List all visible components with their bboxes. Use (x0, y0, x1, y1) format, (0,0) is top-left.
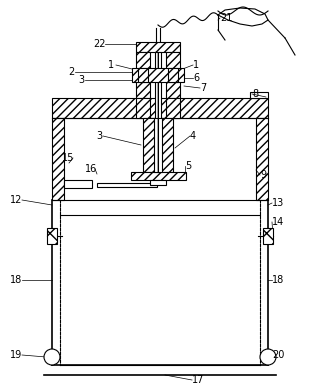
Bar (168, 68, 178, 82)
Bar (97, 183, 157, 187)
Bar (250, 92, 268, 98)
Text: 20: 20 (272, 350, 284, 360)
Bar (166, 98, 180, 118)
Text: 14: 14 (272, 217, 284, 227)
Bar (138, 68, 148, 82)
Text: 19: 19 (10, 350, 22, 360)
Bar (166, 52, 180, 98)
Text: 4: 4 (190, 131, 196, 141)
Bar (256, 118, 268, 200)
Bar (64, 180, 92, 188)
Text: 8: 8 (252, 89, 258, 99)
Text: 1: 1 (193, 60, 199, 70)
Bar (263, 228, 273, 244)
Bar (52, 98, 268, 118)
Bar (136, 52, 150, 98)
Text: 21: 21 (220, 13, 232, 23)
Text: 6: 6 (193, 73, 199, 83)
Bar (155, 52, 161, 123)
Text: 13: 13 (272, 198, 284, 208)
Text: 9: 9 (260, 170, 266, 180)
Text: 15: 15 (62, 153, 74, 163)
Bar (150, 180, 166, 185)
Bar (132, 68, 184, 82)
Bar (143, 118, 173, 172)
Text: 22: 22 (93, 39, 106, 49)
Text: 1: 1 (108, 60, 114, 70)
Text: 18: 18 (10, 275, 22, 285)
Text: 5: 5 (185, 161, 191, 171)
Bar (131, 172, 186, 180)
Bar (47, 228, 57, 244)
Text: 3: 3 (78, 75, 84, 85)
Text: 12: 12 (10, 195, 22, 205)
Circle shape (260, 349, 276, 365)
Bar (136, 42, 180, 52)
Text: 3: 3 (96, 131, 102, 141)
Text: 17: 17 (192, 375, 204, 385)
Text: 7: 7 (200, 83, 206, 93)
Circle shape (44, 349, 60, 365)
Bar (52, 118, 64, 200)
Text: 18: 18 (272, 275, 284, 285)
Text: 16: 16 (85, 164, 97, 174)
Bar (136, 98, 150, 118)
Bar (154, 118, 162, 172)
Text: 2: 2 (68, 67, 74, 77)
